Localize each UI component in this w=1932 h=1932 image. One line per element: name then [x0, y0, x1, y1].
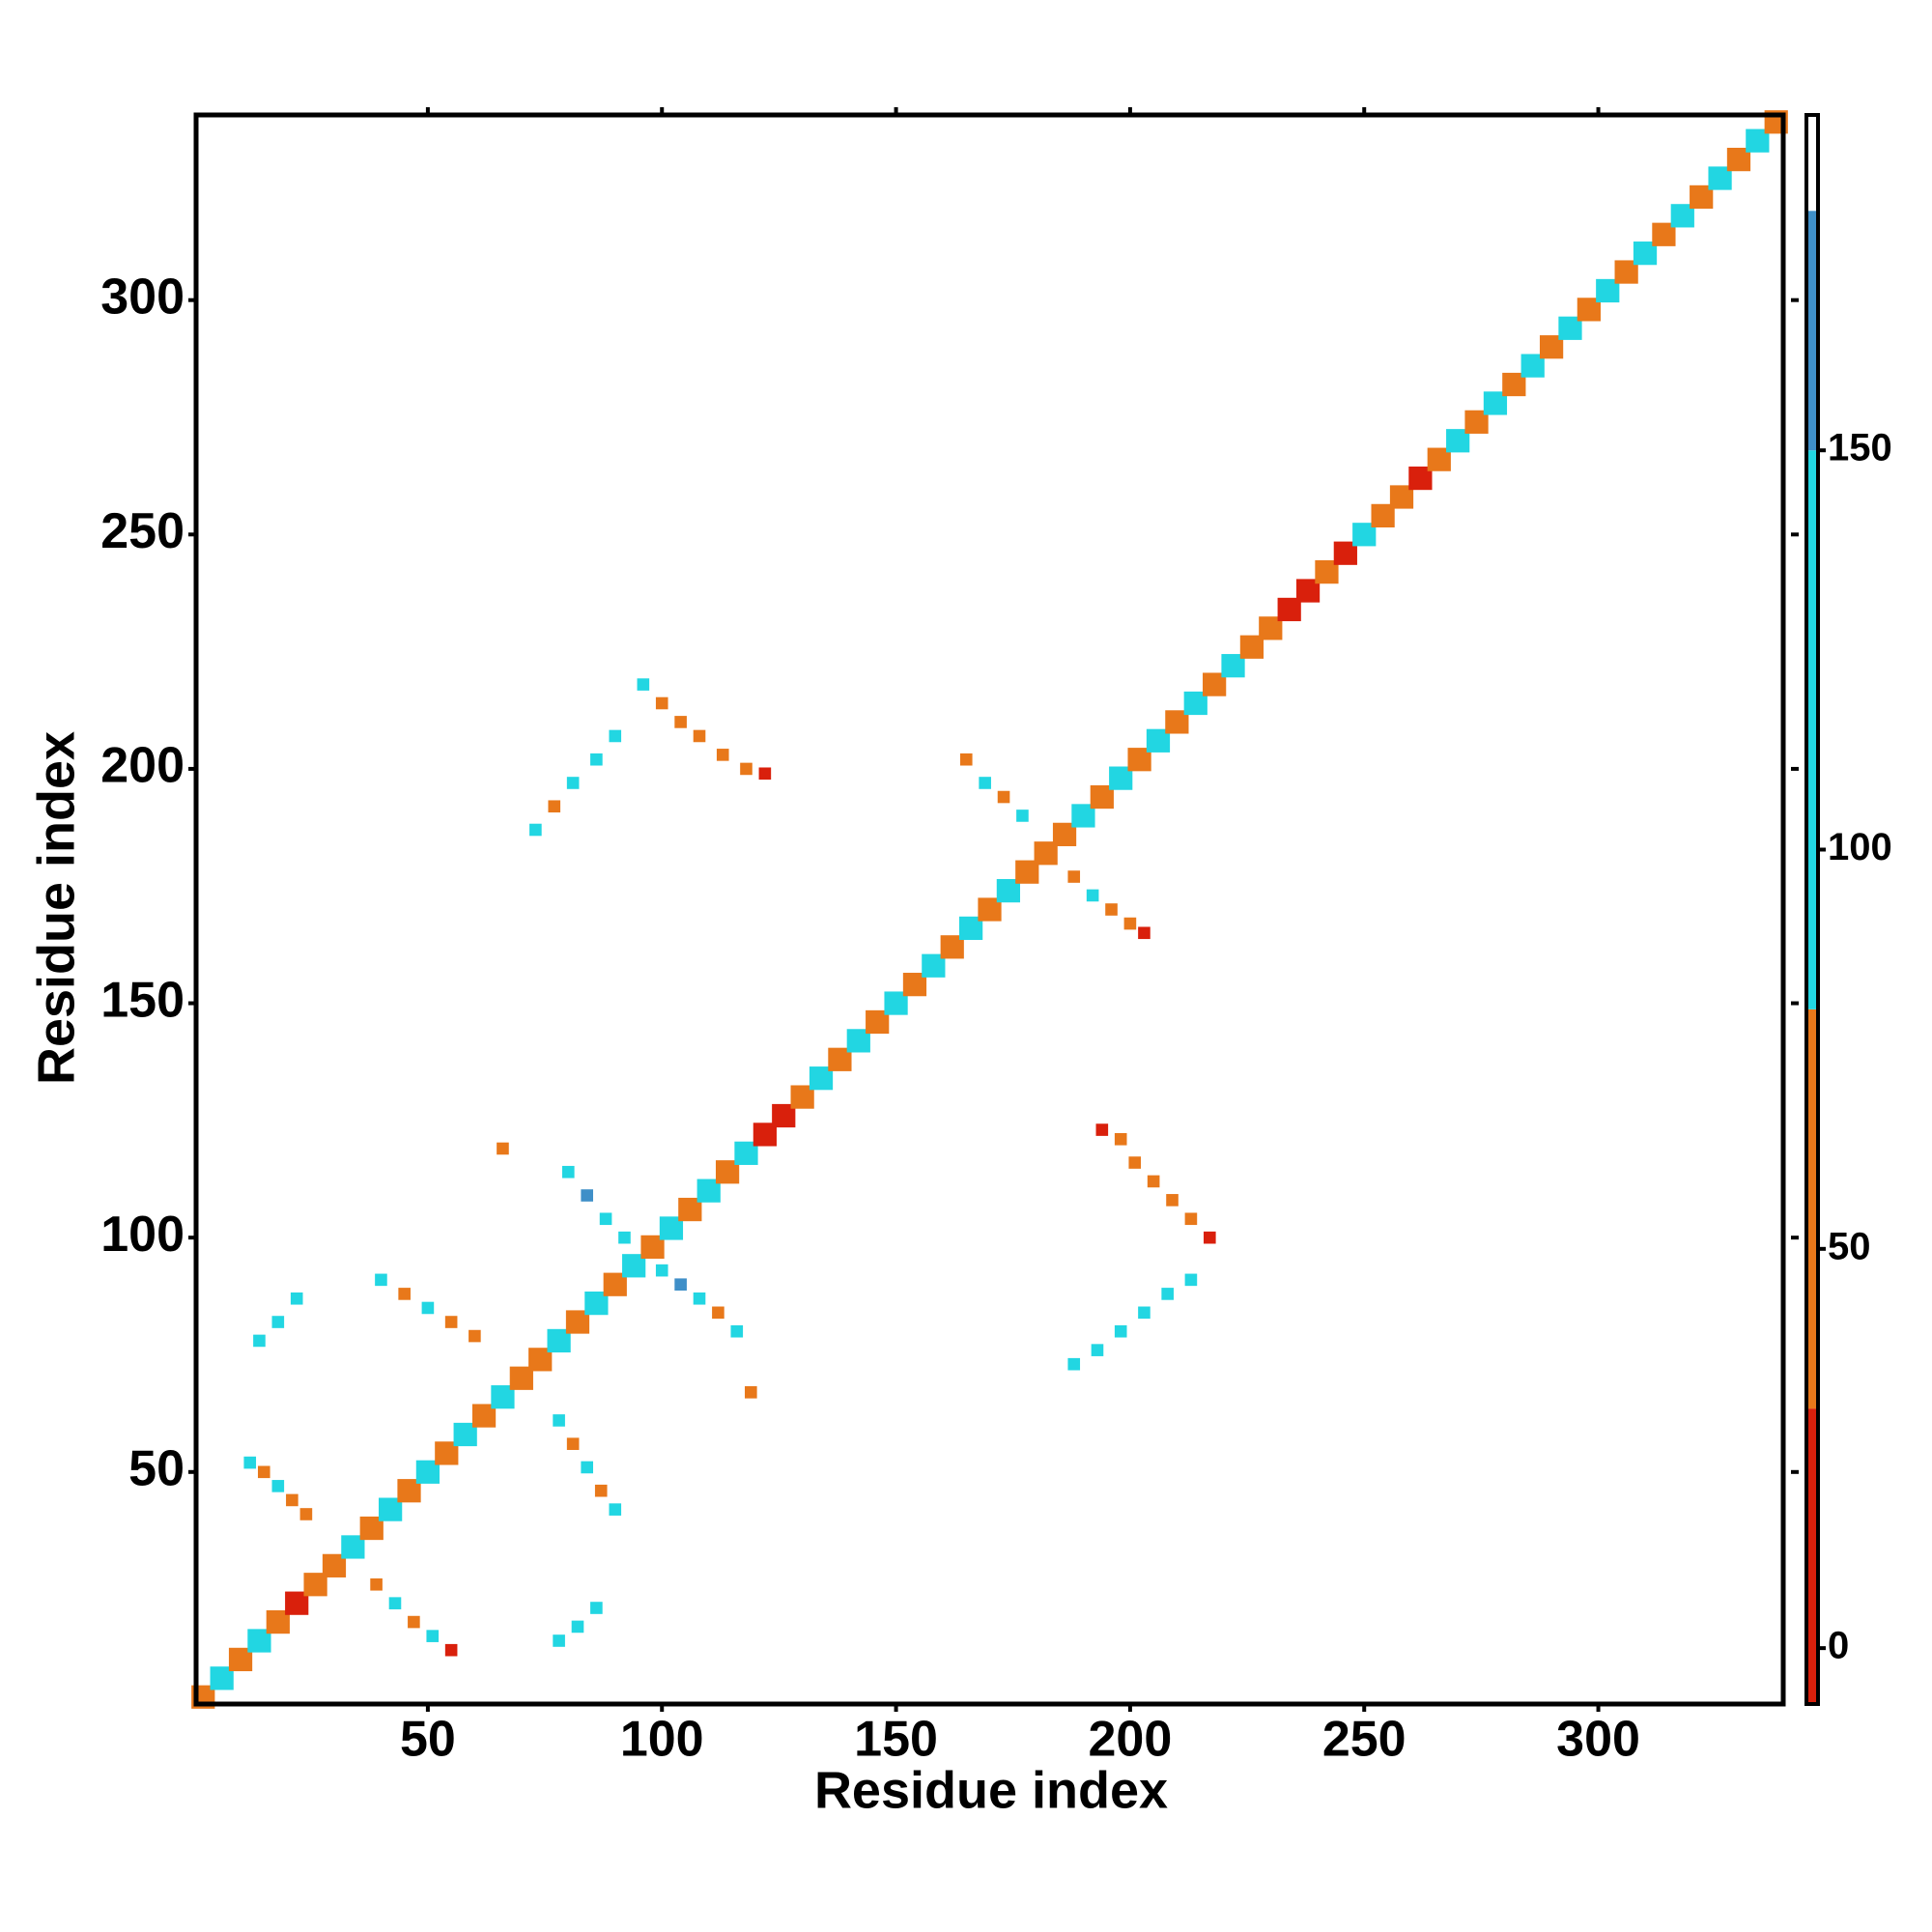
- heatmap-cell: [562, 1165, 575, 1179]
- heatmap-cell: [716, 749, 729, 761]
- heatmap-cell: [1138, 1306, 1151, 1320]
- heatmap-cell: [271, 1480, 285, 1492]
- heatmap-cell: [469, 1329, 481, 1343]
- heatmap-cell: [566, 777, 580, 789]
- heatmap-cell: [444, 1316, 458, 1328]
- heatmap-cell: [745, 1386, 757, 1399]
- heatmap-cell: [1147, 1175, 1160, 1188]
- heatmap-cell: [243, 1456, 257, 1469]
- colorbar-segment: [1806, 211, 1818, 451]
- heatmap-cell: [1114, 1132, 1127, 1146]
- heatmap-cell: [758, 767, 772, 781]
- heatmap-cell: [388, 1597, 402, 1609]
- heatmap-cell: [426, 1630, 440, 1642]
- heatmap-cell: [1105, 903, 1118, 916]
- y-tick-label: 300: [100, 269, 185, 325]
- heatmap-cell: [548, 800, 561, 813]
- heatmap-cell: [1123, 917, 1137, 930]
- y-tick-label: 250: [100, 503, 185, 559]
- heatmap-cell: [590, 753, 603, 766]
- x-tick-label: 300: [1556, 1712, 1640, 1768]
- colorbar-frame: [1804, 113, 1820, 1706]
- heatmap-cell: [693, 729, 706, 743]
- heatmap-cell: [655, 1264, 668, 1277]
- y-tick-label: 50: [128, 1441, 185, 1497]
- heatmap-cell: [712, 1306, 724, 1320]
- heatmap-cell: [959, 753, 973, 766]
- x-tick-label: 250: [1322, 1712, 1406, 1768]
- heatmap-cell: [1086, 889, 1099, 902]
- colorbar-tick-label: 0: [1828, 1625, 1849, 1667]
- heatmap-cell: [618, 1231, 631, 1244]
- heatmap-cell: [571, 1620, 584, 1634]
- y-tick-label: 200: [100, 738, 185, 794]
- colorbar-segment: [1806, 115, 1818, 212]
- heatmap-cell: [1091, 1344, 1104, 1356]
- heatmap-cell: [529, 823, 542, 837]
- heatmap-cell: [637, 678, 650, 691]
- heatmap-cell: [290, 1292, 303, 1305]
- heatmap-cell: [566, 1437, 580, 1450]
- x-axis-label: Residue index: [814, 1761, 1168, 1819]
- heatmap-cell: [693, 1292, 706, 1305]
- heatmap-cell: [1161, 1288, 1174, 1300]
- colorbar-segment: [1806, 450, 1818, 1009]
- heatmap-cell: [590, 1602, 603, 1614]
- heatmap-cell: [1067, 1357, 1081, 1371]
- heatmap-cell: [370, 1577, 383, 1591]
- heatmap-cell: [553, 1414, 565, 1427]
- heatmap-cell: [1138, 926, 1151, 940]
- heatmap-cell: [594, 1484, 608, 1497]
- heatmap-cell: [497, 1142, 509, 1155]
- heatmap-cell: [257, 1465, 270, 1479]
- colorbar-segment: [1806, 1408, 1818, 1704]
- heatmap-cell: [581, 1189, 593, 1202]
- heatmap-cell: [1184, 1212, 1198, 1226]
- heatmap-cell: [1067, 870, 1081, 883]
- heatmap-cell: [609, 729, 622, 743]
- colorbar-tick-label: 150: [1828, 427, 1892, 469]
- colorbar-tick-label: 100: [1828, 826, 1892, 868]
- heatmap-cell: [997, 790, 1010, 804]
- colorbar-segment: [1806, 1009, 1818, 1409]
- heatmap-cell: [674, 1278, 687, 1292]
- heatmap-cell: [421, 1301, 435, 1315]
- x-tick-label: 200: [1089, 1712, 1173, 1768]
- plot-frame: [193, 112, 1786, 1707]
- y-axis-label: Residue index: [27, 731, 85, 1085]
- heatmap-cell: [398, 1288, 411, 1300]
- heatmap-cell: [674, 716, 687, 728]
- heatmap-cell: [553, 1634, 565, 1647]
- heatmap-cell: [444, 1643, 458, 1657]
- heatmap-cell: [408, 1615, 420, 1629]
- heatmap-cell: [730, 1324, 744, 1338]
- heatmap-cell: [979, 777, 991, 789]
- heatmap-cell: [1016, 810, 1029, 822]
- heatmap-cell: [599, 1212, 612, 1226]
- heatmap-cell: [253, 1334, 266, 1348]
- heatmap-cell: [655, 696, 668, 710]
- y-tick-label: 150: [100, 972, 185, 1028]
- heatmap-cell: [1114, 1324, 1127, 1338]
- heatmap-cell: [271, 1316, 285, 1328]
- heatmap-cell: [1203, 1231, 1216, 1244]
- heatmap-cell: [286, 1493, 298, 1507]
- heatmap-cell: [299, 1508, 313, 1520]
- heatmap-cell: [1166, 1194, 1179, 1207]
- heatmap-cell: [1128, 1156, 1142, 1169]
- y-tick-label: 100: [100, 1207, 185, 1263]
- heatmap-cell: [1095, 1123, 1109, 1136]
- x-tick-label: 150: [854, 1712, 938, 1768]
- heatmap-cell: [375, 1273, 387, 1287]
- x-tick-label: 100: [620, 1712, 704, 1768]
- heatmap-cell: [1184, 1273, 1198, 1287]
- x-tick-label: 50: [400, 1712, 456, 1768]
- heatmap-cell: [581, 1461, 593, 1474]
- heatmap-cell: [740, 762, 753, 776]
- heatmap-cell: [609, 1503, 622, 1516]
- colorbar-tick-label: 50: [1828, 1225, 1871, 1267]
